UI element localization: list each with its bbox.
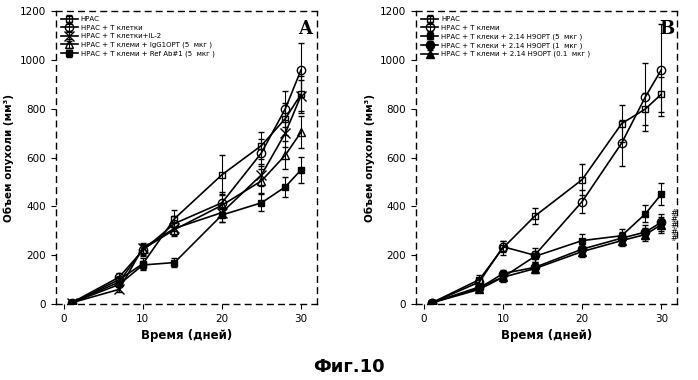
Text: A: A xyxy=(299,20,313,38)
Legend: НРАС, НРАС + Т клеми, НРАС + Т клеки + 2.14 Н9ОРТ (5  мкг ), НРАС + Т клеки + 2.: НРАС, НРАС + Т клеми, НРАС + Т клеки + 2… xyxy=(419,14,592,60)
Text: #: # xyxy=(671,228,678,237)
Y-axis label: Объем опухоли (мм³): Объем опухоли (мм³) xyxy=(3,94,15,222)
Text: #: # xyxy=(671,215,678,224)
Y-axis label: Объем опухоли (мм³): Объем опухоли (мм³) xyxy=(364,94,375,222)
Text: #: # xyxy=(671,209,678,218)
Text: Фиг.10: Фиг.10 xyxy=(313,358,385,376)
Legend: НРАС, НРАС + Т клетки, НРАС + Т клетки+IL-2, НРАС + Т клеми + IgG1OPT (5  мкг ),: НРАС, НРАС + Т клетки, НРАС + Т клетки+I… xyxy=(59,14,217,59)
X-axis label: Время (дней): Время (дней) xyxy=(501,329,592,342)
Text: #: # xyxy=(671,234,678,243)
Text: #: # xyxy=(671,222,678,231)
X-axis label: Время (дней): Время (дней) xyxy=(141,329,232,342)
Text: B: B xyxy=(659,20,674,38)
